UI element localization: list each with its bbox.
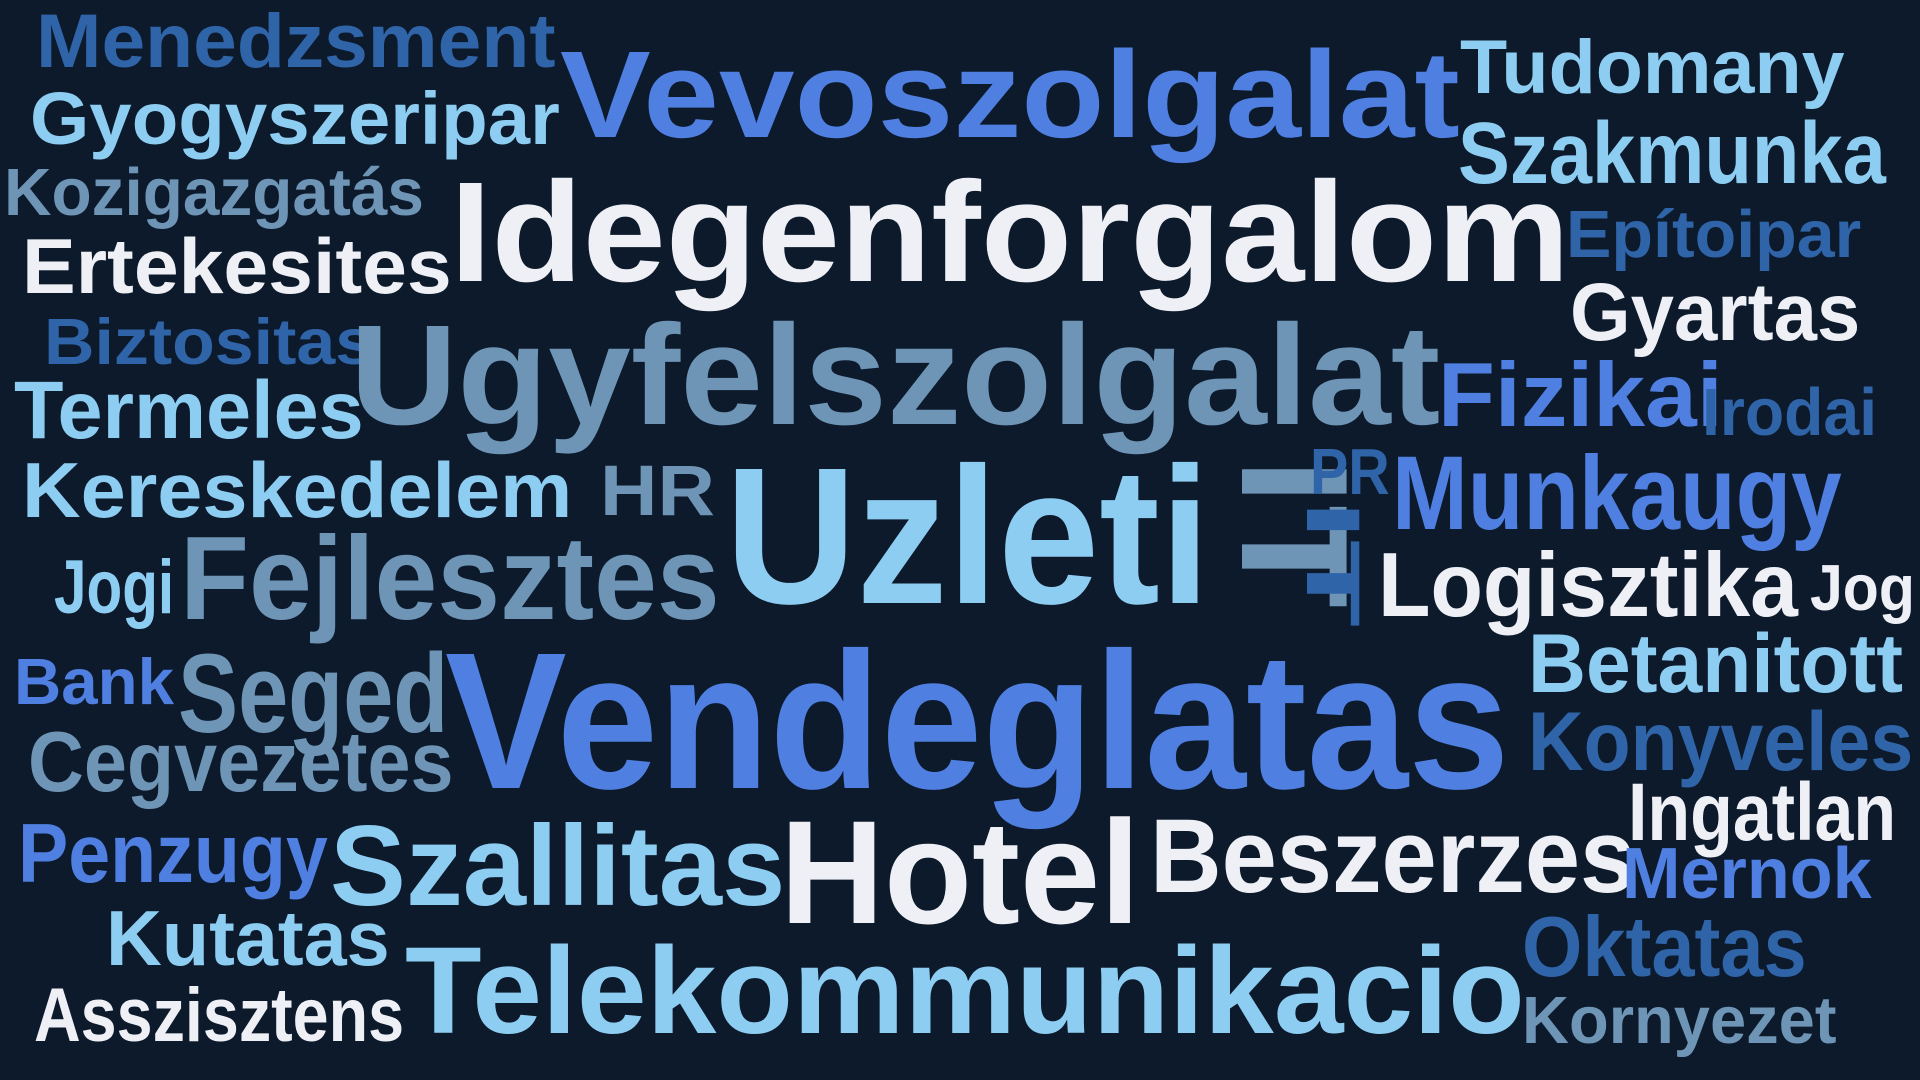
word-ugyfelszolgalat: Ugyfelszolgalat [350,296,1441,455]
word-szallitas: Szallitas [330,803,786,930]
word-asszisztens: Asszisztens [34,973,405,1058]
word-fejlesztes: Fejlesztes [180,512,720,645]
word-konyveles: Konyveles [1528,694,1914,788]
word-kereskedelem: Kereskedelem [22,446,573,534]
word-ertekesites: Ertekesites [22,222,452,310]
word-beszerzes: Beszerzes [1150,798,1636,915]
word-vevoszolgalat: Vevoszolgalat [560,26,1460,164]
word-hotel: Hotel [780,791,1141,955]
word-idegenforgalom: Idegenforgalom [450,153,1570,312]
word-menedzsment: Menedzsment [36,0,556,84]
word-betanitott: Betanitott [1528,616,1904,710]
word-hr: HR [600,451,715,531]
word-bank: Bank [14,646,174,718]
word-seged: Seged [178,631,449,756]
word-jogi: Jogi [54,545,175,630]
word-cegvezetes: Cegvezetes [28,715,454,810]
word-tudomany: Tudomany [1460,25,1845,110]
word-termeles: Termeles [14,365,364,456]
word-kozigazgatas: Kozigazgatás [4,156,424,230]
word-vendeglatas: Vendeglatas [445,613,1510,830]
word-gyartas: Gyartas [1570,267,1861,358]
word-jog: Jog [1810,552,1915,624]
word-mernok: Mernok [1622,834,1872,914]
word-telekommunikacio: Telekommunikacio [405,922,1525,1060]
word-ingatlan: Ingatlan [1628,767,1897,858]
word-logisztika: Logisztika [1378,534,1798,636]
word-pr: PR [1310,436,1390,508]
word-biztositas: Biztositas [44,306,375,378]
word-gyogyszeripar: Gyogyszeripar [30,77,560,160]
word-kornyezet: Kornyezet [1522,984,1837,1058]
word-fizikai: Fizikai [1438,344,1723,446]
word-kutatas: Kutatas [106,894,390,982]
word-it-vertical-2: IT [1290,500,1375,628]
word-szakmunka: Szakmunka [1458,104,1886,202]
word-epitoipar: Epítoipar [1566,198,1862,272]
word-irodai: Irodai [1702,376,1878,450]
word-penzugy: Penzugy [18,806,328,900]
word-oktatas: Oktatas [1522,900,1807,995]
word-munkaugy: Munkaugy [1392,435,1842,552]
word-uzleti: Uzleti [725,428,1211,645]
